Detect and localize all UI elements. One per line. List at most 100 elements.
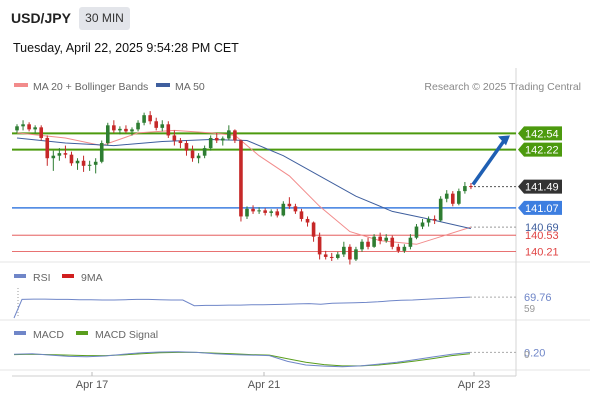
candle-body (190, 150, 195, 159)
candle-body (220, 138, 225, 141)
legend-swatch (156, 83, 170, 87)
candle-body (81, 160, 86, 166)
price-level-label: 141.07 (525, 203, 559, 215)
candle-body (69, 154, 74, 164)
candle-body (432, 218, 437, 221)
price-level-label: 141.49 (525, 182, 559, 194)
candle-body (396, 246, 401, 251)
candle-body (305, 218, 310, 223)
rsi-ma-legend-label: 9MA (81, 272, 103, 284)
candle-body (299, 211, 304, 219)
candle-body (166, 124, 171, 136)
candle-body (27, 124, 31, 130)
candle-body (323, 254, 328, 257)
candle-body (414, 226, 419, 238)
candle-body (366, 241, 370, 247)
macd-value-label: 0.20 (524, 347, 545, 359)
candle-body (342, 246, 346, 255)
candle-body (281, 203, 286, 216)
candle-body (372, 236, 376, 247)
price-level-label: 140.69 (525, 222, 559, 234)
candle-body (384, 237, 389, 241)
price-level-label: 142.54 (525, 128, 559, 140)
price-tag (518, 126, 562, 141)
macd-legend-label: MACD (33, 329, 64, 341)
timeframe-button[interactable]: 30 MIN (79, 7, 130, 30)
forecast-arrowhead (498, 135, 510, 146)
candle-body (148, 115, 152, 122)
rsi-line (13, 296, 471, 319)
candle-body (160, 124, 165, 128)
candle-body (57, 153, 62, 156)
ma20-line (16, 129, 472, 245)
chart-header: USD/JPY 30 MIN Tuesday, April 22, 2025 9… (0, 0, 590, 62)
candle-body (444, 193, 449, 199)
price-tag (518, 142, 562, 157)
candle-body (457, 191, 461, 204)
legend-label: MA 50 (175, 81, 205, 93)
candle-body (227, 130, 231, 139)
candle-body (251, 208, 255, 212)
rsi-value-label: 69.76 (524, 292, 552, 304)
candle-body (360, 241, 364, 250)
x-tick-label: Apr 17 (76, 379, 108, 391)
candle-body (51, 155, 56, 159)
candle-body (208, 137, 213, 149)
candle-body (196, 155, 201, 159)
candle-body (15, 126, 19, 131)
candle-body (408, 237, 413, 247)
candle-body (233, 130, 237, 141)
candle-body (118, 128, 122, 131)
candle-body (335, 254, 340, 258)
candle-body (105, 125, 110, 144)
rsi-legend-label: RSI (33, 272, 51, 284)
rsi-ma-legend-swatch (62, 274, 74, 278)
candle-body (420, 222, 425, 227)
x-tick-label: Apr 21 (248, 379, 280, 391)
candle-body (172, 135, 177, 141)
candle-body (136, 122, 140, 130)
candle-body (202, 148, 207, 156)
candle-body (93, 161, 98, 165)
x-tick-label: Apr 23 (458, 379, 490, 391)
legend-swatch (14, 83, 28, 87)
macd-line (13, 351, 471, 368)
symbol-title: USD/JPY (11, 10, 71, 26)
candle-body (112, 125, 116, 131)
candle-body (269, 211, 274, 213)
candle-body (257, 210, 261, 212)
candle-body (469, 186, 473, 188)
candle-body (33, 127, 37, 130)
candle-body (142, 115, 146, 123)
candle-body (214, 137, 219, 141)
price-tag (518, 179, 562, 194)
candle-body (378, 236, 382, 241)
macd-signal-legend-swatch (76, 331, 88, 335)
candle-body (348, 246, 352, 260)
candle-body (99, 143, 104, 162)
candle-body (390, 237, 395, 247)
legend-label: MA 20 + Bollinger Bands (33, 81, 148, 93)
price-tag (518, 200, 562, 215)
candle-body (317, 236, 322, 255)
candle-body (293, 206, 298, 212)
candle-body (287, 203, 292, 207)
rsi-secondary-label: 59 (524, 304, 536, 315)
macd-signal-line (13, 351, 471, 367)
candle-body (263, 210, 267, 213)
forecast-arrow (471, 138, 507, 186)
candle-body (184, 143, 189, 151)
price-level-label: 140.53 (525, 230, 559, 242)
candle-body (130, 129, 134, 132)
watermark: Research © 2025 Trading Central (424, 81, 581, 93)
candle-body (438, 198, 443, 221)
candle-body (329, 256, 334, 258)
candle-body (63, 153, 68, 155)
candle-body (239, 140, 243, 217)
macd-signal-legend-label: MACD Signal (95, 329, 158, 341)
candle-body (311, 222, 316, 237)
candle-body (275, 211, 280, 216)
rsi-legend-swatch (14, 274, 26, 278)
candle-body (39, 127, 44, 138)
